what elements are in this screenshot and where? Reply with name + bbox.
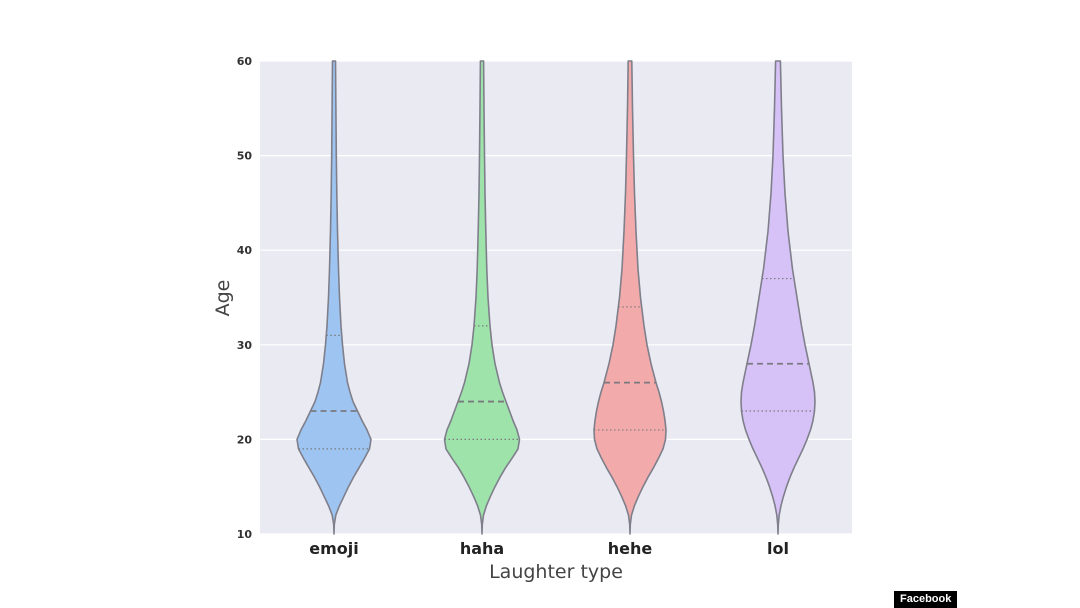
x-tick-labels: emoji haha hehe lol xyxy=(309,539,789,558)
y-tick-50: 50 xyxy=(237,150,253,163)
x-tick-lol: lol xyxy=(767,539,789,558)
x-axis-label: Laughter type xyxy=(489,561,623,583)
violin-hehe xyxy=(593,60,667,535)
y-tick-30: 30 xyxy=(237,339,253,352)
violin-lol xyxy=(740,60,816,535)
violin-emoji xyxy=(296,60,372,535)
y-axis-label: Age xyxy=(212,280,234,317)
x-tick-haha: haha xyxy=(460,539,504,558)
y-tick-60: 60 xyxy=(237,55,253,68)
y-tick-20: 20 xyxy=(237,433,253,446)
x-tick-emoji: emoji xyxy=(309,539,358,558)
violins xyxy=(296,60,816,535)
y-tick-40: 40 xyxy=(237,244,253,257)
credit-badge: Facebook xyxy=(894,591,958,608)
violin-haha xyxy=(443,60,521,535)
y-tick-labels: 10 20 30 40 50 60 xyxy=(237,55,253,541)
y-tick-10: 10 xyxy=(237,528,253,541)
x-tick-hehe: hehe xyxy=(608,539,653,558)
